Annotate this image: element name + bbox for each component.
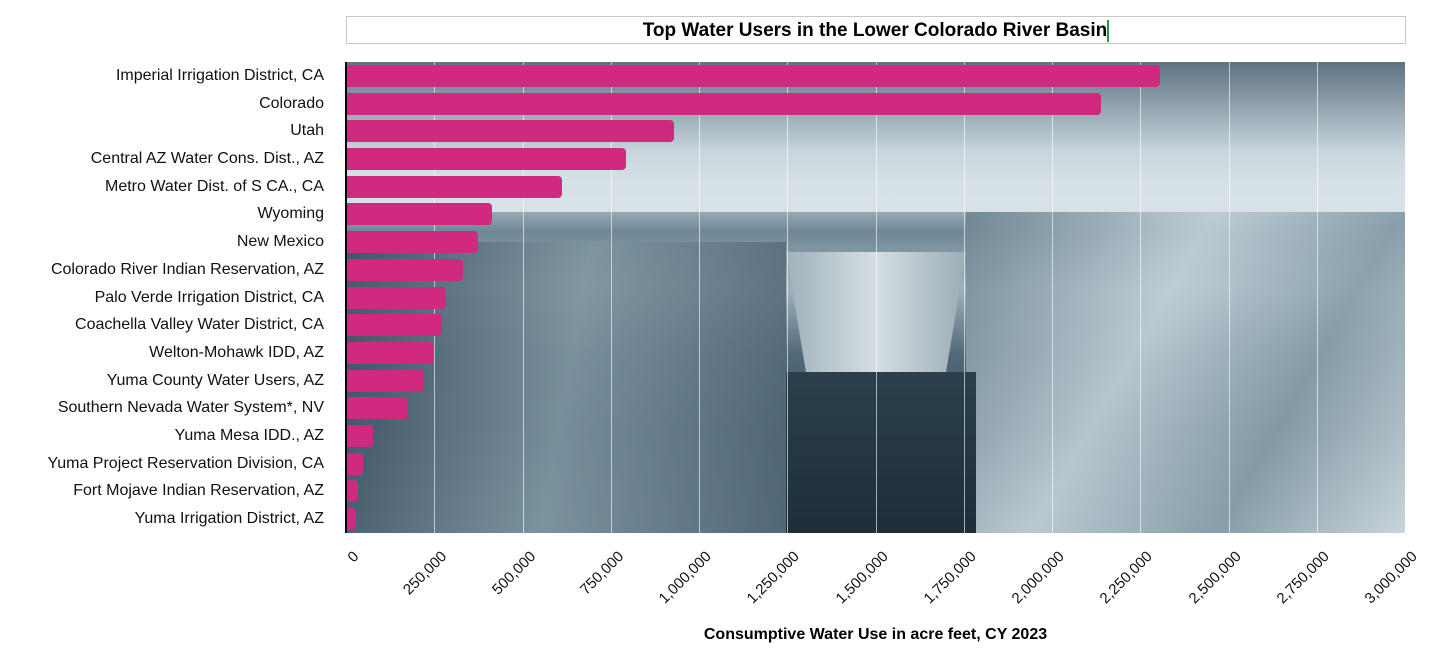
gridline xyxy=(1052,62,1053,533)
gridline xyxy=(875,62,877,533)
x-tick-label: 1,500,000 xyxy=(832,548,892,608)
plot-area xyxy=(346,62,1406,533)
x-axis-label: Consumptive Water Use in acre feet, CY 2… xyxy=(703,626,1048,643)
gridline xyxy=(610,62,612,533)
y-category-label: Colorado xyxy=(259,94,324,112)
bar xyxy=(346,452,363,475)
x-tick-label: 750,000 xyxy=(576,548,628,599)
gridline xyxy=(1316,62,1318,533)
y-category-label: Yuma County Water Users, AZ xyxy=(106,371,324,389)
gridline xyxy=(1405,62,1406,533)
y-category-label: Metro Water Dist. of S CA., CA xyxy=(104,177,324,195)
bar xyxy=(346,231,479,254)
bar xyxy=(346,369,425,392)
y-category-label: Imperial Irrigation District, CA xyxy=(115,66,324,84)
bar xyxy=(346,314,443,337)
y-category-label: Wyoming xyxy=(257,205,324,223)
x-tick-label: 500,000 xyxy=(488,548,539,599)
x-tick-label: 2,000,000 xyxy=(1008,548,1068,608)
y-axis-line xyxy=(345,62,347,533)
bar xyxy=(346,147,626,170)
y-category-label: Utah xyxy=(290,122,324,140)
bar xyxy=(346,286,446,309)
x-tick-label: 1,250,000 xyxy=(743,548,804,608)
background-photo-canyon-right xyxy=(966,212,1405,533)
chart-title: Top Water Users in the Lower Colorado Ri… xyxy=(642,20,1108,41)
y-category-label: New Mexico xyxy=(236,233,324,251)
x-tick-label: 2,250,000 xyxy=(1096,548,1157,608)
y-category-label: Yuma Irrigation District, AZ xyxy=(134,510,324,528)
bar xyxy=(346,425,373,448)
gridline xyxy=(522,62,524,533)
gridline xyxy=(699,62,700,533)
background-photo-gorge xyxy=(786,372,976,533)
bar xyxy=(346,92,1102,115)
bar xyxy=(346,175,563,198)
bar xyxy=(346,258,463,281)
bar xyxy=(346,397,409,420)
x-tick-label: 1,750,000 xyxy=(920,548,980,608)
y-category-label: Colorado River Indian Reservation, AZ xyxy=(50,260,324,278)
y-category-label: Coachella Valley Water District, CA xyxy=(75,316,324,334)
bar xyxy=(346,203,493,226)
bar xyxy=(346,64,1161,87)
y-category-label: Southern Nevada Water System*, NV xyxy=(57,399,324,417)
y-category-label: Yuma Mesa IDD., AZ xyxy=(174,427,324,445)
y-category-label: Fort Mojave Indian Reservation, AZ xyxy=(73,482,324,500)
y-category-label: Yuma Project Reservation Division, CA xyxy=(47,454,324,472)
x-tick-label: 2,500,000 xyxy=(1185,548,1245,608)
bar xyxy=(346,341,434,364)
x-tick-label: 250,000 xyxy=(400,548,451,599)
bar xyxy=(346,480,358,503)
x-tick-label: 3,000,000 xyxy=(1361,548,1421,608)
x-tick-label: 0 xyxy=(344,548,363,566)
gridline xyxy=(787,62,789,533)
y-category-label: Welton-Mohawk IDD, AZ xyxy=(149,343,324,361)
bar xyxy=(346,120,674,143)
gridline xyxy=(1228,62,1230,533)
gridline xyxy=(1140,62,1142,533)
x-tick-label: 1,000,000 xyxy=(655,548,715,608)
chart-title-box: Top Water Users in the Lower Colorado Ri… xyxy=(346,16,1406,44)
bar xyxy=(346,508,356,531)
gridline xyxy=(963,62,965,533)
y-category-label: Central AZ Water Cons. Dist., AZ xyxy=(90,149,324,167)
y-category-label: Palo Verde Irrigation District, CA xyxy=(94,288,324,306)
text-cursor xyxy=(1107,19,1110,42)
x-tick-label: 2,750,000 xyxy=(1273,548,1333,608)
